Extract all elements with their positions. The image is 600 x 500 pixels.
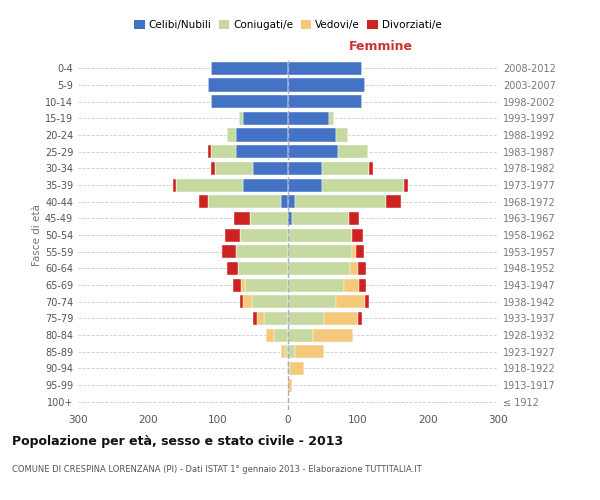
Bar [295, 345, 325, 358]
Bar [358, 312, 361, 325]
Bar [365, 295, 368, 308]
Bar [292, 212, 349, 225]
Bar [295, 195, 386, 208]
Bar [242, 178, 288, 192]
Bar [208, 195, 281, 208]
Bar [234, 212, 250, 225]
Bar [238, 262, 288, 275]
Bar [176, 178, 242, 192]
Bar [287, 362, 288, 375]
Bar [215, 162, 253, 175]
Bar [352, 245, 356, 258]
Bar [335, 128, 348, 141]
Bar [288, 362, 290, 375]
Bar [274, 328, 288, 342]
Bar [240, 295, 243, 308]
Bar [352, 228, 363, 241]
Bar [235, 128, 288, 141]
Bar [211, 162, 215, 175]
Bar [208, 145, 211, 158]
Bar [288, 378, 292, 392]
Bar [288, 212, 292, 225]
Bar [288, 345, 295, 358]
Bar [386, 195, 401, 208]
Bar [245, 278, 288, 291]
Bar [288, 262, 350, 275]
Bar [288, 128, 335, 141]
Bar [349, 212, 359, 225]
Bar [288, 162, 322, 175]
Text: COMUNE DI CRESPINA LORENZANA (PI) - Dati ISTAT 1° gennaio 2013 - Elaborazione TU: COMUNE DI CRESPINA LORENZANA (PI) - Dati… [12, 465, 422, 474]
Bar [266, 328, 274, 342]
Bar [235, 245, 288, 258]
Bar [288, 78, 365, 92]
Bar [288, 278, 344, 291]
Bar [211, 145, 235, 158]
Bar [211, 95, 288, 108]
Bar [350, 262, 358, 275]
Bar [253, 162, 288, 175]
Bar [288, 62, 361, 75]
Bar [199, 195, 208, 208]
Bar [288, 228, 352, 241]
Bar [253, 312, 257, 325]
Bar [344, 278, 359, 291]
Bar [290, 362, 304, 375]
Bar [288, 112, 329, 125]
Bar [243, 295, 251, 308]
Bar [288, 95, 361, 108]
Bar [288, 145, 338, 158]
Bar [227, 262, 238, 275]
Bar [208, 78, 288, 92]
Bar [288, 312, 325, 325]
Bar [325, 312, 358, 325]
Bar [404, 178, 408, 192]
Bar [281, 345, 284, 358]
Bar [281, 195, 288, 208]
Bar [173, 178, 176, 192]
Bar [329, 112, 334, 125]
Bar [356, 245, 364, 258]
Bar [288, 245, 352, 258]
Bar [288, 328, 313, 342]
Legend: Celibi/Nubili, Coniugati/e, Vedovi/e, Divorziati/e: Celibi/Nubili, Coniugati/e, Vedovi/e, Di… [130, 16, 446, 34]
Text: Femmine: Femmine [349, 40, 412, 53]
Bar [288, 195, 295, 208]
Bar [235, 145, 288, 158]
Bar [313, 328, 353, 342]
Bar [322, 178, 404, 192]
Bar [251, 295, 288, 308]
Bar [358, 262, 367, 275]
Bar [369, 162, 373, 175]
Bar [263, 312, 288, 325]
Bar [335, 295, 365, 308]
Bar [227, 128, 235, 141]
Bar [257, 312, 263, 325]
Y-axis label: Fasce di età: Fasce di età [32, 204, 42, 266]
Bar [322, 162, 369, 175]
Bar [233, 278, 241, 291]
Text: Popolazione per età, sesso e stato civile - 2013: Popolazione per età, sesso e stato civil… [12, 435, 343, 448]
Bar [241, 278, 245, 291]
Bar [338, 145, 368, 158]
Bar [250, 212, 288, 225]
Bar [225, 228, 241, 241]
Bar [288, 178, 322, 192]
Bar [242, 112, 288, 125]
Bar [241, 228, 288, 241]
Bar [239, 112, 242, 125]
Bar [221, 245, 235, 258]
Bar [359, 278, 367, 291]
Bar [284, 345, 288, 358]
Bar [288, 295, 335, 308]
Bar [211, 62, 288, 75]
